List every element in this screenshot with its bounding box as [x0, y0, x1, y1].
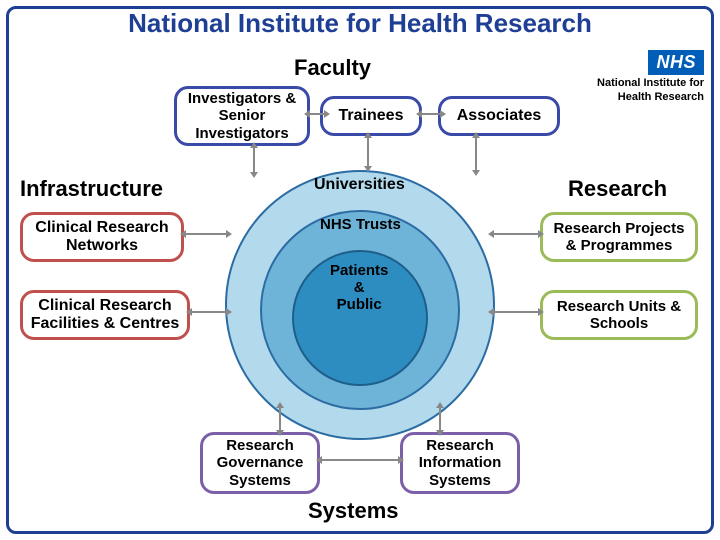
ring-middle-label: NHS Trusts	[320, 216, 401, 233]
node-investigators: Investigators &SeniorInvestigators	[174, 86, 310, 146]
arrow-trainees-associates	[416, 108, 446, 120]
arrow-investigators-to-ring	[248, 142, 260, 178]
section-faculty: Faculty	[294, 55, 371, 81]
arrow-units-to-ring	[488, 306, 544, 318]
section-research: Research	[568, 176, 667, 202]
node-crn: Clinical ResearchNetworks	[20, 212, 184, 262]
arrow-governance-to-ring	[274, 402, 286, 436]
ring-inner-label: Patients&Public	[330, 262, 388, 313]
node-governance: ResearchGovernanceSystems	[200, 432, 320, 494]
arrow-governance-information	[316, 454, 404, 466]
nhs-logo-line2: Health Research	[574, 91, 704, 103]
arrow-crfc-to-ring	[186, 306, 232, 318]
nhs-logo: NHS National Institute for Health Resear…	[574, 50, 704, 103]
node-units: Research Units &Schools	[540, 290, 698, 340]
node-information: ResearchInformationSystems	[400, 432, 520, 494]
section-systems: Systems	[308, 498, 399, 524]
page-title: National Institute for Health Research	[0, 8, 720, 39]
node-crfc: Clinical ResearchFacilities & Centres	[20, 290, 190, 340]
arrow-crn-to-ring	[180, 228, 232, 240]
arrow-trainees-to-ring	[362, 132, 374, 172]
arrow-associates-to-ring	[470, 132, 482, 176]
arrow-investigators-trainees	[304, 108, 330, 120]
node-associates: Associates	[438, 96, 560, 136]
node-projects: Research Projects& Programmes	[540, 212, 698, 262]
nhs-logo-box: NHS	[648, 50, 704, 75]
section-infrastructure: Infrastructure	[20, 176, 163, 202]
arrow-projects-to-ring	[488, 228, 544, 240]
ring-outer-label: Universities	[314, 176, 405, 194]
arrow-information-to-ring	[434, 402, 446, 436]
nhs-logo-line1: National Institute for	[574, 77, 704, 89]
node-trainees: Trainees	[320, 96, 422, 136]
